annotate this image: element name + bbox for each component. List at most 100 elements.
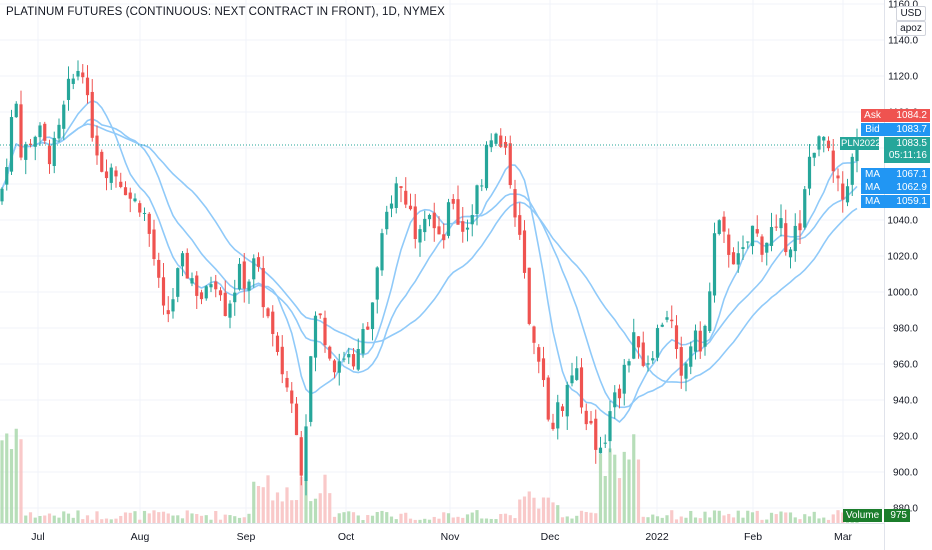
candle-body bbox=[508, 143, 512, 186]
candle-body bbox=[190, 278, 194, 284]
candle-body bbox=[451, 198, 455, 204]
candle-body bbox=[228, 303, 232, 318]
candle-body bbox=[394, 183, 398, 208]
candle-body bbox=[133, 198, 137, 202]
volume-bar bbox=[546, 497, 550, 523]
candle-body bbox=[484, 144, 489, 189]
volume-bar bbox=[171, 515, 175, 523]
candle-body bbox=[793, 225, 797, 252]
candle-body bbox=[114, 170, 118, 177]
candle-body bbox=[788, 249, 793, 258]
candle-body bbox=[370, 302, 375, 330]
y-tick-label: 1040.0 bbox=[887, 216, 918, 227]
volume-bar bbox=[261, 487, 265, 523]
volume-bar bbox=[603, 475, 607, 523]
candle-body bbox=[109, 167, 113, 183]
volume-bar bbox=[565, 516, 569, 523]
volume-bar bbox=[788, 512, 793, 523]
candle-body bbox=[570, 375, 574, 384]
volume-bar bbox=[750, 512, 755, 523]
candle-body bbox=[361, 329, 365, 354]
candle-body bbox=[19, 104, 23, 158]
volume-bar bbox=[670, 510, 674, 523]
volume-bar bbox=[817, 518, 821, 523]
candle-body bbox=[237, 263, 242, 290]
x-tick-label: Nov bbox=[441, 531, 460, 543]
volume-bar bbox=[660, 517, 664, 523]
volume-bar bbox=[679, 516, 683, 523]
volume-bar bbox=[233, 516, 237, 523]
candle-body bbox=[214, 281, 218, 290]
candle-body bbox=[128, 192, 132, 199]
volume-bar bbox=[736, 510, 740, 523]
volume-bar bbox=[299, 476, 303, 523]
ma-line-2 bbox=[1, 118, 858, 409]
x-tick-label: Feb bbox=[744, 531, 762, 543]
volume-bar bbox=[822, 517, 826, 523]
candle-body bbox=[712, 233, 717, 296]
candle-body bbox=[489, 140, 493, 148]
candle-body bbox=[76, 70, 80, 77]
volume-bar bbox=[755, 510, 759, 523]
volume-bar bbox=[655, 516, 660, 523]
candle-body bbox=[138, 203, 142, 213]
volume-bar bbox=[532, 497, 536, 523]
volume-bar bbox=[779, 511, 783, 523]
x-tick-label: Jul bbox=[31, 531, 44, 543]
candle-body bbox=[9, 117, 14, 172]
candle-body bbox=[266, 308, 270, 317]
candle-body bbox=[0, 188, 4, 202]
candle-body bbox=[85, 77, 90, 96]
candle-body bbox=[252, 258, 256, 280]
candle-body bbox=[337, 361, 341, 373]
volume-value: 975 bbox=[884, 509, 910, 522]
ma-line-1 bbox=[1, 99, 858, 423]
candle-body bbox=[380, 233, 384, 271]
ma-value-1: 1067.1 bbox=[884, 168, 930, 181]
candle-body bbox=[603, 442, 607, 444]
candle-body bbox=[598, 447, 603, 454]
candle-body bbox=[123, 187, 128, 196]
volume-bar bbox=[366, 515, 370, 523]
candle-body bbox=[180, 253, 185, 267]
volume-bar bbox=[394, 519, 398, 523]
y-tick-label: 980.0 bbox=[893, 324, 918, 335]
y-tick-label: 920.0 bbox=[893, 432, 918, 443]
volume-bar bbox=[76, 510, 80, 523]
candle-body bbox=[427, 214, 432, 220]
volume-bar bbox=[432, 516, 436, 523]
volume-bar bbox=[793, 517, 797, 523]
volume-bar bbox=[19, 439, 23, 523]
candle-body bbox=[323, 317, 327, 346]
candle-body bbox=[95, 135, 99, 156]
candle-body bbox=[166, 310, 170, 315]
candle-body bbox=[271, 311, 275, 334]
currency-button[interactable]: USD bbox=[896, 6, 926, 21]
candle-body bbox=[636, 336, 641, 348]
candle-body bbox=[541, 358, 546, 381]
candle-body bbox=[807, 156, 812, 189]
volume-bar bbox=[380, 510, 384, 523]
scale-mode-button[interactable]: apoz bbox=[896, 21, 926, 36]
volume-bar bbox=[646, 517, 650, 523]
candle-body bbox=[646, 363, 650, 365]
y-tick-label: 900.0 bbox=[893, 468, 918, 479]
volume-bar bbox=[556, 505, 560, 523]
volume-bar bbox=[24, 515, 28, 523]
ask-value: 1084.2 bbox=[884, 109, 930, 122]
candle-body bbox=[575, 368, 579, 380]
volume-bar bbox=[579, 510, 584, 523]
candle-body bbox=[347, 354, 351, 358]
ma-value-3: 1059.1 bbox=[884, 195, 930, 208]
volume-bar bbox=[214, 510, 218, 523]
volume-bar bbox=[38, 515, 42, 523]
volume-bar bbox=[62, 511, 66, 523]
candle-body bbox=[404, 190, 408, 205]
ma-label-3: MA bbox=[861, 195, 884, 208]
grid-lines bbox=[0, 0, 884, 523]
candle-body bbox=[731, 252, 736, 265]
y-tick-label: 1160.0 bbox=[888, 0, 918, 11]
candle-body bbox=[841, 183, 845, 200]
candle-body bbox=[684, 363, 688, 379]
